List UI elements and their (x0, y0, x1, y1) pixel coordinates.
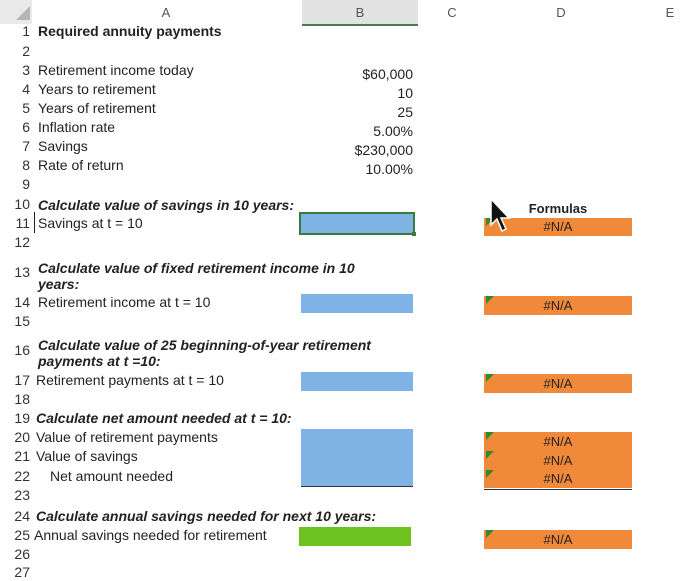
row-header-13[interactable]: 13 (14, 264, 30, 280)
label-value-of-savings[interactable]: Value of savings (36, 448, 138, 464)
column-header-b[interactable]: B (302, 0, 418, 26)
label-retirement-income-t10[interactable]: Retirement income at t = 10 (38, 294, 211, 310)
error-indicator-icon[interactable] (486, 470, 494, 478)
row-header-7[interactable]: 7 (22, 138, 30, 154)
row-header-27[interactable]: 27 (14, 564, 30, 580)
row-header-26[interactable]: 26 (14, 546, 30, 562)
value-years-of-retirement[interactable]: 25 (397, 104, 413, 120)
label-retirement-payments-t10[interactable]: Retirement payments at t = 10 (36, 372, 224, 388)
cell-b25-annual-savings[interactable] (299, 527, 411, 546)
label-value-retirement-payments[interactable]: Value of retirement payments (36, 429, 218, 445)
formula-cell-d22[interactable]: #N/A (484, 470, 632, 488)
label-years-to-retirement[interactable]: Years to retirement (38, 81, 156, 97)
cell-b21-value-of-savings[interactable] (301, 448, 413, 467)
row-header-1[interactable]: 1 (22, 23, 30, 39)
row-header-3[interactable]: 3 (22, 62, 30, 78)
row-header-23[interactable]: 23 (14, 487, 30, 503)
row-header-22[interactable]: 22 (14, 468, 30, 484)
cell-b22-net-amount-needed[interactable] (301, 467, 413, 486)
row-header-19[interactable]: 19 (14, 410, 30, 426)
corner-triangle-icon (16, 6, 30, 20)
value-savings[interactable]: $230,000 (354, 142, 413, 158)
label-net-amount-needed[interactable]: Net amount needed (50, 468, 173, 484)
row-header-24[interactable]: 24 (14, 508, 30, 524)
error-indicator-icon[interactable] (486, 374, 494, 382)
row-header-5[interactable]: 5 (22, 100, 30, 116)
label-inflation-rate[interactable]: Inflation rate (38, 119, 116, 135)
text-cursor (34, 212, 35, 233)
row-header-11[interactable]: 11 (15, 215, 30, 231)
value-retirement-income-today[interactable]: $60,000 (362, 66, 413, 82)
row-header-21[interactable]: 21 (14, 448, 30, 464)
heading-fixed-income-cont[interactable]: years: (38, 276, 80, 292)
error-indicator-icon[interactable] (486, 530, 494, 538)
row-header-12[interactable]: 12 (14, 234, 30, 250)
heading-savings-10-years[interactable]: Calculate value of savings in 10 years: (38, 197, 295, 213)
label-savings[interactable]: Savings (38, 138, 88, 154)
column-header-a[interactable]: A (161, 4, 171, 20)
sheet-title[interactable]: Required annuity payments (38, 23, 222, 39)
cell-b11-savings-at-t10[interactable] (299, 212, 415, 235)
heading-beginning-payments-cont[interactable]: payments at t =10: (38, 353, 161, 369)
row-header-6[interactable]: 6 (22, 119, 30, 135)
row-header-10[interactable]: 10 (14, 196, 30, 212)
fill-handle[interactable] (412, 232, 416, 236)
formula-cell-d21[interactable]: #N/A (484, 451, 632, 470)
heading-fixed-income[interactable]: Calculate value of fixed retirement inco… (38, 260, 355, 276)
cell-b14-retirement-income[interactable] (301, 294, 413, 313)
value-inflation-rate[interactable]: 5.00% (373, 123, 413, 139)
heading-net-amount[interactable]: Calculate net amount needed at t = 10: (36, 410, 292, 426)
formula-cell-d20[interactable]: #N/A (484, 432, 632, 451)
sum-underline-d22 (484, 489, 632, 490)
error-indicator-icon[interactable] (486, 432, 494, 440)
cell-b17-retirement-payments[interactable] (301, 372, 413, 391)
value-years-to-retirement[interactable]: 10 (397, 85, 413, 101)
cell-b20-value-retirement-payments[interactable] (301, 429, 413, 448)
row-header-14[interactable]: 14 (14, 294, 30, 310)
select-all-corner[interactable] (0, 0, 32, 24)
row-header-20[interactable]: 20 (14, 429, 30, 445)
column-header-d[interactable]: D (556, 4, 566, 20)
row-header-2[interactable]: 2 (22, 43, 30, 59)
formula-cell-d25[interactable]: #N/A (484, 530, 632, 549)
error-indicator-icon[interactable] (486, 218, 494, 226)
heading-beginning-payments[interactable]: Calculate value of 25 beginning-of-year … (38, 337, 371, 353)
row-header-18[interactable]: 18 (14, 391, 30, 407)
row-header-17[interactable]: 17 (14, 372, 30, 388)
row-header-25[interactable]: 25 (14, 527, 30, 543)
formulas-header[interactable]: Formulas (528, 201, 588, 216)
formula-cell-d11[interactable]: #N/A (484, 218, 632, 236)
formula-cell-d17[interactable]: #N/A (484, 374, 632, 393)
formula-cell-d14[interactable]: #N/A (484, 296, 632, 315)
row-header-4[interactable]: 4 (22, 81, 30, 97)
mouse-pointer-icon (490, 197, 511, 233)
label-retirement-income-today[interactable]: Retirement income today (38, 62, 194, 78)
heading-annual-savings[interactable]: Calculate annual savings needed for next… (36, 508, 377, 524)
error-indicator-icon[interactable] (486, 451, 494, 459)
row-header-16[interactable]: 16 (14, 342, 30, 358)
row-header-15[interactable]: 15 (14, 313, 30, 329)
column-header-e[interactable]: E (665, 4, 675, 20)
label-rate-of-return[interactable]: Rate of return (38, 157, 124, 173)
label-annual-savings-needed[interactable]: Annual savings needed for retirement (34, 527, 267, 543)
label-savings-at-t10[interactable]: Savings at t = 10 (38, 215, 143, 231)
row-header-8[interactable]: 8 (22, 157, 30, 173)
sum-underline-b22 (301, 486, 413, 487)
column-header-c[interactable]: C (447, 4, 457, 20)
value-rate-of-return[interactable]: 10.00% (365, 161, 413, 177)
row-header-9[interactable]: 9 (22, 176, 30, 192)
label-years-of-retirement[interactable]: Years of retirement (38, 100, 156, 116)
error-indicator-icon[interactable] (486, 296, 494, 304)
